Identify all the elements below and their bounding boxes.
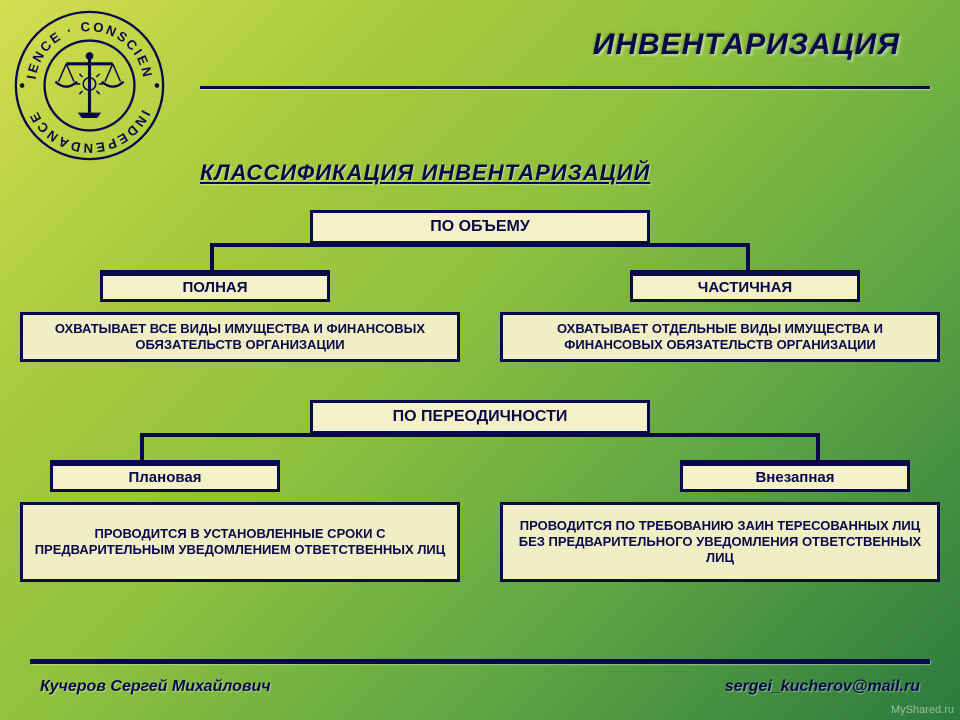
footer-divider [30,659,930,664]
desc-box-partial: ОХВАТЫВАЕТ ОТДЕЛЬНЫЕ ВИДЫ ИМУЩЕСТВА И ФИ… [500,312,940,362]
child-box-full: ПОЛНАЯ [100,270,330,302]
child-box-sudden: Внезапная [680,460,910,492]
logo-text-top: SCIENCE · CONSCIENCE [12,8,155,80]
desc-box-planned: ПРОВОДИТСЯ В УСТАНОВЛЕННЫЕ СРОКИ С ПРЕДВ… [20,502,460,582]
slide: SCIENCE · CONSCIENCE INDEPENDANCE [0,0,960,720]
desc-box-sudden: ПРОВОДИТСЯ ПО ТРЕБОВАНИЮ ЗАИН ТЕРЕСОВАНН… [500,502,940,582]
connector [210,243,214,270]
subtitle: КЛАССИФИКАЦИЯ ИНВЕНТАРИЗАЦИЙ [200,160,650,186]
desc-box-full: ОХВАТЫВАЕТ ВСЕ ВИДЫ ИМУЩЕСТВА И ФИНАНСОВ… [20,312,460,362]
logo-seal: SCIENCE · CONSCIENCE INDEPENDANCE [12,8,167,163]
parent-box-period: ПО ПЕРЕОДИЧНОСТИ [310,400,650,434]
connector [140,433,144,460]
child-box-partial: ЧАСТИЧНАЯ [630,270,860,302]
connector [140,433,820,437]
footer-author: Кучеров Сергей Михайлович [40,678,271,696]
connector [816,433,820,460]
footer-email: sergei_kucherov@mail.ru [725,678,920,696]
page-title: ИНВЕНТАРИЗАЦИЯ [593,28,900,62]
connector [746,243,750,270]
child-box-planned: Плановая [50,460,280,492]
title-divider [200,86,930,89]
svg-text:SCIENCE · CONSCIENCE: SCIENCE · CONSCIENCE [12,8,155,80]
parent-box-volume: ПО ОБЪЕМУ [310,210,650,244]
watermark: MyShared.ru [891,704,954,716]
connector [210,243,750,247]
